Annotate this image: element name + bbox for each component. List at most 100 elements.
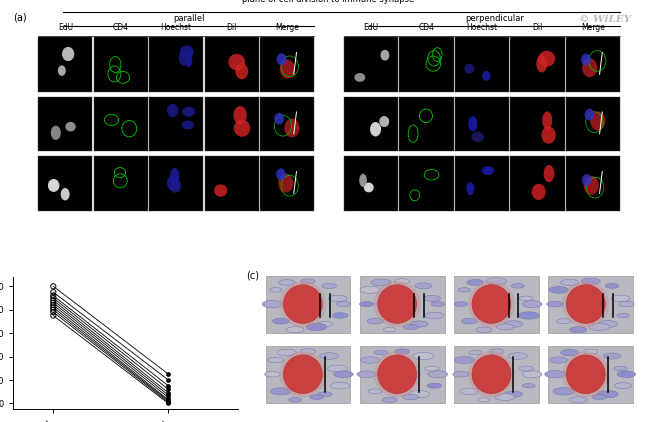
Circle shape bbox=[331, 382, 350, 389]
Circle shape bbox=[523, 384, 535, 388]
Ellipse shape bbox=[48, 179, 59, 192]
Ellipse shape bbox=[170, 179, 181, 193]
Ellipse shape bbox=[185, 52, 192, 68]
FancyBboxPatch shape bbox=[94, 37, 148, 92]
Circle shape bbox=[332, 313, 348, 318]
Circle shape bbox=[262, 300, 283, 308]
Ellipse shape bbox=[374, 351, 421, 398]
Point bbox=[48, 283, 58, 289]
Circle shape bbox=[415, 283, 432, 289]
Circle shape bbox=[454, 302, 468, 306]
Point bbox=[163, 397, 174, 403]
Ellipse shape bbox=[280, 281, 326, 327]
Point bbox=[163, 399, 174, 406]
Ellipse shape bbox=[590, 111, 605, 130]
Text: perpendicular: perpendicular bbox=[465, 14, 524, 23]
Circle shape bbox=[318, 392, 332, 397]
Circle shape bbox=[469, 350, 482, 355]
Circle shape bbox=[597, 391, 618, 398]
Circle shape bbox=[268, 357, 284, 363]
Circle shape bbox=[403, 324, 419, 330]
Circle shape bbox=[519, 296, 533, 301]
Text: plane of cell division to immune synapse: plane of cell division to immune synapse bbox=[242, 0, 415, 5]
Ellipse shape bbox=[581, 54, 591, 65]
Point bbox=[48, 312, 58, 319]
Ellipse shape bbox=[566, 355, 605, 394]
Circle shape bbox=[549, 287, 568, 293]
Ellipse shape bbox=[280, 60, 295, 78]
FancyBboxPatch shape bbox=[260, 156, 315, 211]
Circle shape bbox=[278, 349, 296, 356]
FancyBboxPatch shape bbox=[510, 37, 565, 92]
Ellipse shape bbox=[584, 176, 599, 195]
Circle shape bbox=[269, 288, 282, 292]
Text: Hoechst: Hoechst bbox=[161, 23, 192, 32]
Circle shape bbox=[592, 395, 606, 400]
FancyBboxPatch shape bbox=[455, 156, 509, 211]
Ellipse shape bbox=[471, 132, 484, 142]
Circle shape bbox=[545, 371, 566, 378]
Text: EdU: EdU bbox=[58, 23, 73, 32]
Circle shape bbox=[581, 278, 600, 284]
Circle shape bbox=[265, 371, 280, 377]
Circle shape bbox=[497, 324, 514, 330]
Circle shape bbox=[611, 295, 630, 302]
Text: Merge: Merge bbox=[581, 23, 605, 32]
Circle shape bbox=[512, 284, 524, 288]
Circle shape bbox=[584, 349, 598, 354]
Circle shape bbox=[489, 349, 504, 354]
Point bbox=[48, 306, 58, 313]
Ellipse shape bbox=[379, 116, 389, 127]
Ellipse shape bbox=[538, 51, 555, 67]
Ellipse shape bbox=[233, 106, 247, 124]
FancyBboxPatch shape bbox=[566, 156, 620, 211]
Circle shape bbox=[556, 319, 571, 324]
FancyBboxPatch shape bbox=[205, 156, 259, 211]
Point bbox=[163, 371, 174, 378]
Text: Hoechst: Hoechst bbox=[467, 23, 498, 32]
Circle shape bbox=[320, 353, 339, 360]
Point bbox=[163, 390, 174, 396]
Ellipse shape bbox=[364, 183, 374, 192]
FancyBboxPatch shape bbox=[150, 97, 203, 151]
Ellipse shape bbox=[584, 108, 594, 121]
Circle shape bbox=[617, 371, 636, 377]
Circle shape bbox=[322, 283, 337, 288]
Circle shape bbox=[270, 388, 291, 395]
FancyBboxPatch shape bbox=[549, 346, 633, 403]
Circle shape bbox=[409, 390, 430, 398]
FancyBboxPatch shape bbox=[360, 276, 445, 333]
FancyBboxPatch shape bbox=[344, 156, 398, 211]
Circle shape bbox=[476, 327, 491, 333]
Ellipse shape bbox=[532, 184, 546, 200]
FancyBboxPatch shape bbox=[454, 276, 539, 333]
FancyBboxPatch shape bbox=[549, 276, 633, 333]
Point bbox=[163, 382, 174, 389]
Circle shape bbox=[328, 365, 348, 372]
Ellipse shape bbox=[58, 65, 66, 76]
Ellipse shape bbox=[562, 281, 609, 327]
FancyBboxPatch shape bbox=[205, 37, 259, 92]
Text: (a): (a) bbox=[13, 13, 27, 23]
Ellipse shape bbox=[468, 281, 515, 327]
Ellipse shape bbox=[280, 351, 326, 398]
Circle shape bbox=[519, 366, 534, 371]
Ellipse shape bbox=[214, 184, 228, 197]
Circle shape bbox=[462, 318, 478, 324]
Circle shape bbox=[413, 352, 434, 360]
Text: parallel: parallel bbox=[173, 14, 205, 23]
Circle shape bbox=[431, 302, 445, 306]
Circle shape bbox=[522, 300, 542, 308]
FancyBboxPatch shape bbox=[344, 97, 398, 151]
FancyBboxPatch shape bbox=[566, 97, 620, 151]
Circle shape bbox=[361, 357, 380, 363]
Circle shape bbox=[523, 371, 542, 378]
Circle shape bbox=[367, 318, 383, 324]
Circle shape bbox=[428, 371, 448, 378]
Ellipse shape bbox=[180, 46, 194, 59]
Circle shape bbox=[309, 395, 323, 399]
FancyBboxPatch shape bbox=[454, 346, 539, 403]
Ellipse shape bbox=[542, 111, 552, 130]
Ellipse shape bbox=[472, 355, 511, 394]
Point bbox=[163, 394, 174, 401]
